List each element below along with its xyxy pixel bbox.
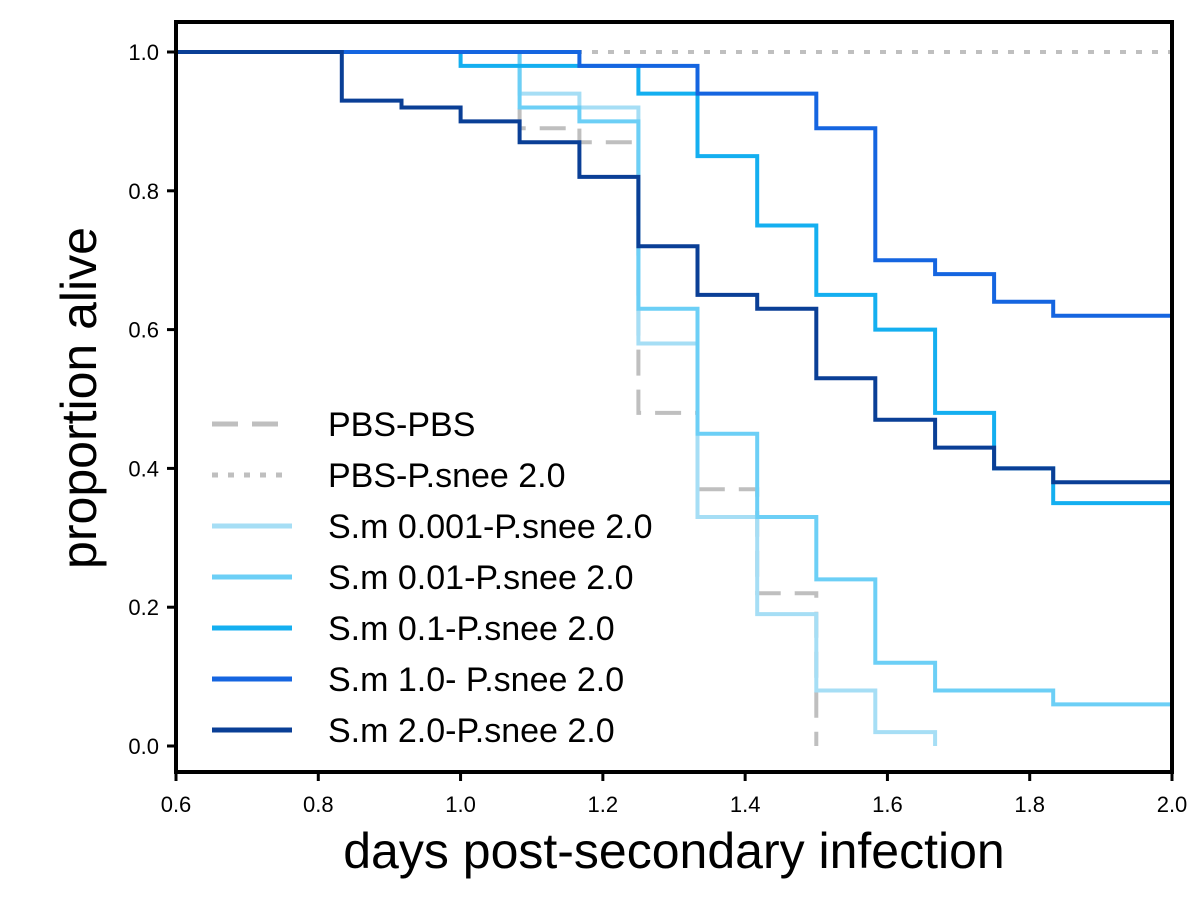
x-axis-title: days post-secondary infection xyxy=(343,823,1004,879)
x-axis: 0.6 0.8 1.0 1.2 1.4 1.6 1.8 2.0 xyxy=(161,772,1188,817)
series-line-4 xyxy=(176,50,1172,506)
y-tick-label: 0.6 xyxy=(128,318,159,343)
x-tick-label: 1.4 xyxy=(730,792,761,817)
legend: PBS-PBS PBS-P.snee 2.0 S.m 0.001-P.snee 2.… xyxy=(212,406,652,750)
series-line-2 xyxy=(176,50,938,746)
x-tick-label: 0.8 xyxy=(303,792,334,817)
legend-label-0: PBS-PBS xyxy=(328,406,475,444)
legend-label-1: PBS-P.snee 2.0 xyxy=(328,457,566,495)
y-axis: 0.0 0.2 0.4 0.6 0.8 1.0 xyxy=(128,40,176,759)
x-tick-label: 1.0 xyxy=(445,792,476,817)
y-axis-title: proportion alive xyxy=(51,227,107,569)
series-layer xyxy=(176,50,1172,746)
y-tick-label: 1.0 xyxy=(128,40,159,65)
y-tick-label: 0.8 xyxy=(128,179,159,204)
y-tick-label: 0.0 xyxy=(128,734,159,759)
x-tick-label: 1.6 xyxy=(872,792,903,817)
plot-frame xyxy=(174,20,1174,774)
x-tick-label: 1.8 xyxy=(1014,792,1045,817)
legend-label-2: S.m 0.001-P.snee 2.0 xyxy=(328,508,652,546)
legend-label-4: S.m 0.1-P.snee 2.0 xyxy=(328,610,615,648)
x-tick-label: 0.6 xyxy=(161,792,192,817)
legend-label-3: S.m 0.01-P.snee 2.0 xyxy=(328,559,634,597)
x-tick-label: 2.0 xyxy=(1157,792,1188,817)
y-tick-label: 0.4 xyxy=(128,456,159,481)
series-line-5 xyxy=(176,50,1172,318)
y-tick-label: 0.2 xyxy=(128,595,159,620)
legend-label-6: S.m 2.0-P.snee 2.0 xyxy=(328,712,615,750)
series-line-0 xyxy=(176,50,819,746)
series-line-3 xyxy=(176,50,1172,707)
legend-label-5: S.m 1.0- P.snee 2.0 xyxy=(328,661,624,699)
series-line-6 xyxy=(176,50,1172,485)
plot-area xyxy=(176,50,1172,746)
x-tick-label: 1.2 xyxy=(588,792,619,817)
